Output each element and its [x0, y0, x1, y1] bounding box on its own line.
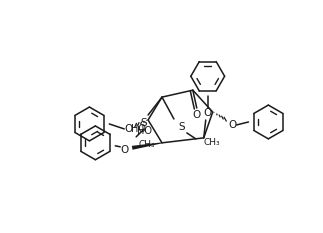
Text: O: O — [203, 108, 212, 118]
Text: O: O — [228, 120, 237, 130]
Text: O: O — [193, 110, 201, 120]
Text: CH₃: CH₃ — [138, 140, 155, 149]
Text: HO: HO — [131, 124, 146, 134]
Polygon shape — [132, 142, 162, 150]
Text: O: O — [124, 124, 132, 134]
Text: O: O — [120, 145, 128, 155]
Text: S: S — [141, 118, 147, 128]
Text: S: S — [179, 122, 185, 132]
Text: HO: HO — [137, 126, 151, 136]
Text: CH₃: CH₃ — [204, 138, 220, 147]
